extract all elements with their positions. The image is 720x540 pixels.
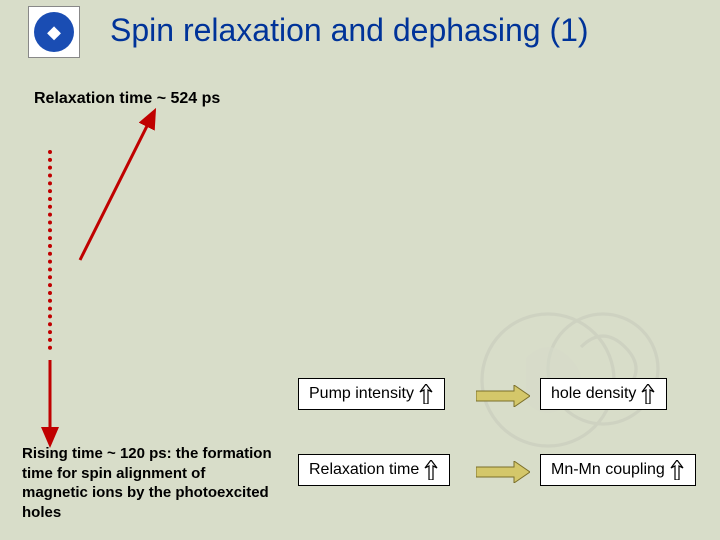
red-arrow-down [0, 0, 720, 540]
